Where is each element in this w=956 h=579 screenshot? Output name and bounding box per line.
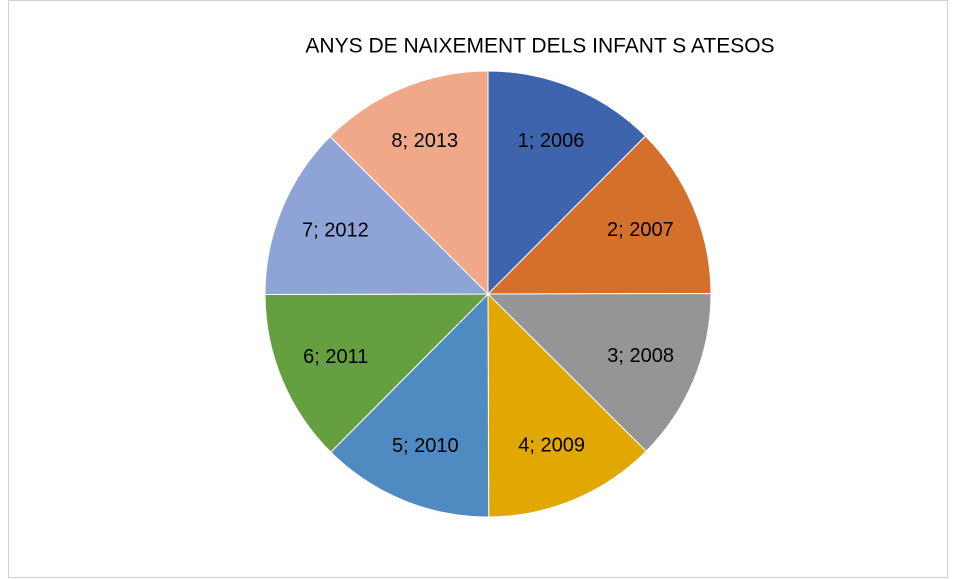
chart-title: ANYS DE NAIXEMENT DELS INFANT S ATESOS <box>305 35 774 58</box>
data-label: 6; 2011 <box>303 346 368 368</box>
pie-slice <box>487 70 647 296</box>
data-label: 5; 2010 <box>392 435 459 457</box>
data-label: 3; 2008 <box>607 345 674 367</box>
pie-slice <box>330 292 490 518</box>
pie-slice <box>486 292 712 452</box>
pie-slice <box>487 292 647 518</box>
pie-slice <box>329 70 489 296</box>
data-label: 8; 2013 <box>391 130 458 152</box>
data-label: 1; 2006 <box>518 130 585 152</box>
data-label: 2; 2007 <box>607 219 674 241</box>
data-label: 7; 2012 <box>302 219 369 241</box>
data-label: 4; 2009 <box>518 435 585 457</box>
pie-slice <box>264 135 490 296</box>
pie-slice <box>486 135 712 295</box>
pie-slice <box>264 293 490 453</box>
